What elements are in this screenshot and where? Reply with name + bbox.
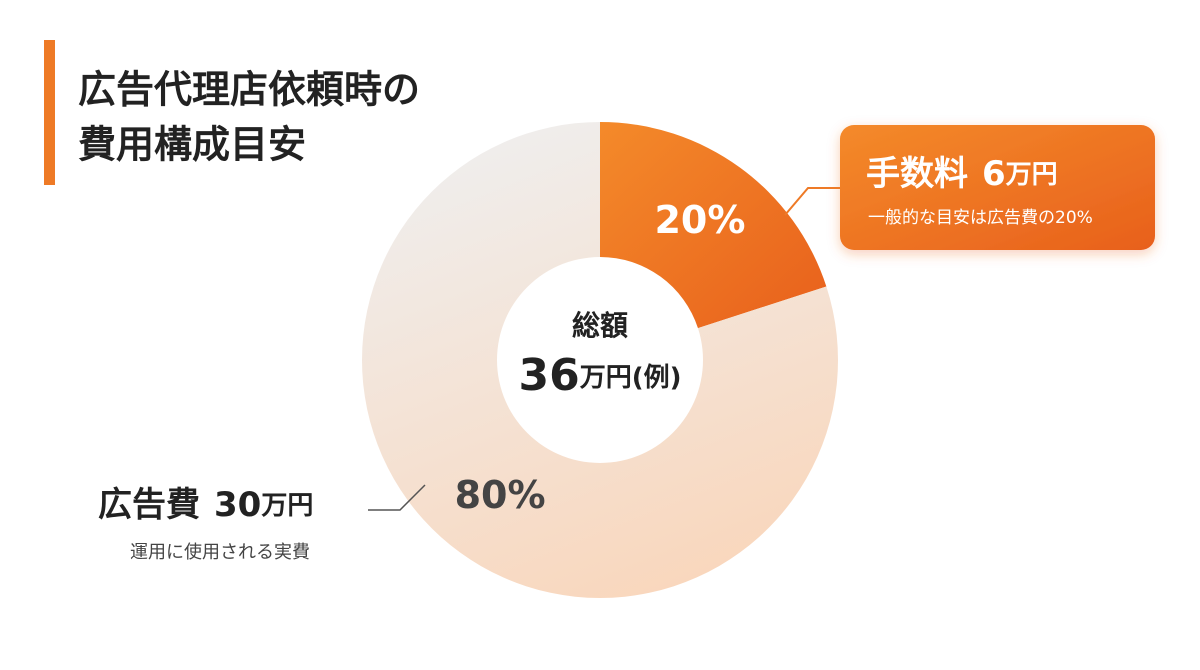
amount: 6 — [982, 154, 1006, 194]
callout-description: 一般的な目安は広告費の20% — [868, 208, 1093, 228]
amount-unit: 万円 — [1006, 160, 1058, 190]
center-title: 総額 — [572, 309, 628, 342]
donut-segment — [600, 122, 827, 329]
chart-title: 広告代理店依頼時の — [78, 68, 420, 112]
center-total: 36万円(例) — [518, 350, 681, 401]
callout-title: 広告費 30万円 — [98, 485, 313, 525]
total-value: 36 — [518, 350, 579, 401]
callout-box — [840, 125, 1155, 250]
callout-line — [784, 187, 840, 216]
amount-unit: 万円 — [261, 491, 313, 521]
category-label: 手数料 — [866, 154, 968, 194]
chart-title: 費用構成目安 — [78, 123, 306, 167]
donut-segment — [362, 122, 838, 598]
value-label: 20% — [654, 198, 745, 242]
category-label: 広告費 — [98, 485, 200, 525]
value-label: 80% — [455, 473, 546, 517]
callout-title: 手数料 6万円 — [866, 154, 1058, 194]
amount: 30 — [214, 485, 261, 525]
title-accent — [44, 40, 55, 185]
callout-line — [368, 484, 426, 511]
donut — [362, 122, 838, 598]
callout-description: 運用に使用される実費 — [130, 542, 310, 563]
total-unit: 万円(例) — [580, 363, 682, 393]
